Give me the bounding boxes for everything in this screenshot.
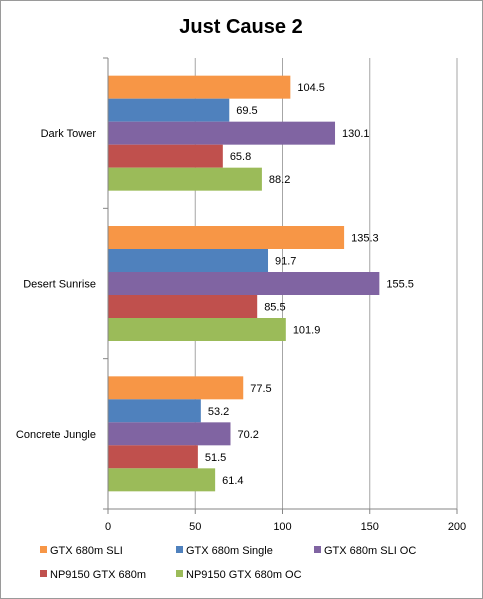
data-label: 104.5 bbox=[297, 82, 325, 94]
data-label: 61.4 bbox=[222, 475, 243, 487]
data-label: 91.7 bbox=[275, 256, 296, 268]
legend-label: GTX 680m SLI OC bbox=[324, 545, 416, 557]
bar bbox=[108, 468, 216, 492]
bar bbox=[108, 144, 223, 168]
axes: Dark Tower Desert Sunrise Concrete Jungle 0… bbox=[16, 57, 466, 533]
x-tick-label: 150 bbox=[361, 521, 379, 533]
bars: 104.5 69.5 130.1 65.8 88.2 135.3 91.7 155.5 85.5… bbox=[108, 75, 414, 492]
legend-label: GTX 680m SLI bbox=[50, 545, 123, 557]
data-label: 130.1 bbox=[342, 128, 370, 140]
x-tick-label: 200 bbox=[448, 521, 466, 533]
data-label: 51.5 bbox=[205, 452, 226, 464]
x-tick-label: 0 bbox=[105, 521, 111, 533]
data-label: 77.5 bbox=[250, 383, 271, 395]
legend-swatch bbox=[176, 546, 183, 553]
data-label: 135.3 bbox=[351, 233, 379, 245]
x-tick-label: 50 bbox=[189, 521, 201, 533]
data-label: 101.9 bbox=[293, 325, 321, 337]
chart-title: Just Cause 2 bbox=[179, 16, 302, 38]
bar bbox=[108, 445, 198, 469]
data-label: 70.2 bbox=[237, 429, 258, 441]
data-label: 69.5 bbox=[236, 105, 257, 117]
data-label: 88.2 bbox=[269, 174, 290, 186]
data-label: 65.8 bbox=[230, 151, 251, 163]
category-label: Concrete Jungle bbox=[16, 429, 96, 441]
bar bbox=[108, 376, 244, 400]
bar bbox=[108, 318, 286, 341]
bar bbox=[108, 226, 345, 249]
category-label: Dark Tower bbox=[41, 128, 97, 140]
data-label: 155.5 bbox=[386, 279, 414, 291]
category-label: Desert Sunrise bbox=[23, 279, 96, 291]
legend-swatch bbox=[40, 546, 47, 553]
bar bbox=[108, 75, 291, 99]
legend-swatch bbox=[40, 570, 47, 577]
x-tick-label: 100 bbox=[273, 521, 291, 533]
legend-label: GTX 680m Single bbox=[186, 545, 273, 557]
bar bbox=[108, 399, 201, 423]
bar bbox=[108, 422, 231, 446]
bar bbox=[108, 121, 336, 145]
legend: GTX 680m SLI GTX 680m Single GTX 680m SLI … bbox=[40, 545, 416, 581]
legend-swatch bbox=[314, 546, 321, 553]
bar bbox=[108, 98, 230, 122]
bar bbox=[108, 272, 380, 295]
bar bbox=[108, 167, 262, 191]
legend-swatch bbox=[176, 570, 183, 577]
legend-label: NP9150 GTX 680m OC bbox=[186, 569, 302, 581]
data-label: 85.5 bbox=[264, 302, 285, 314]
data-label: 53.2 bbox=[208, 406, 229, 418]
bar bbox=[108, 295, 258, 318]
bar bbox=[108, 249, 269, 272]
legend-label: NP9150 GTX 680m bbox=[50, 569, 146, 581]
